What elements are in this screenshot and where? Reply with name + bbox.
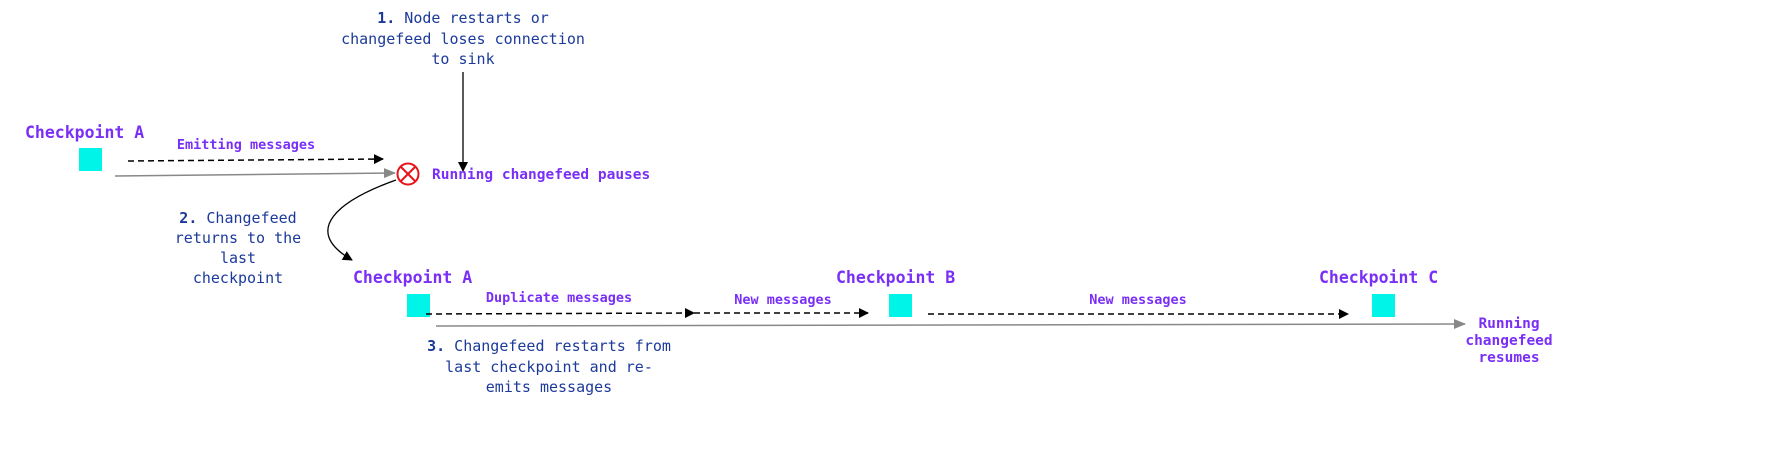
step1-line2: changefeed loses connection	[341, 30, 585, 48]
new-messages-label-1: New messages	[734, 292, 832, 308]
top-timeline	[114, 168, 396, 179]
duplicate-arrow	[425, 308, 695, 319]
checkpoint-b-label: Checkpoint B	[836, 268, 955, 287]
emitting-label: Emitting messages	[177, 137, 315, 153]
step2-line1: 2. Changefeed	[179, 209, 296, 227]
top-checkpoint-marker	[79, 148, 102, 171]
checkpoint-c-label: Checkpoint C	[1319, 268, 1438, 287]
step1-line1: 1. Node restarts or	[377, 9, 549, 27]
step2-line4: checkpoint	[193, 269, 283, 287]
emitting-arrow	[127, 154, 384, 165]
step1-line3: to sink	[431, 50, 494, 68]
top-checkpoint-label: Checkpoint A	[25, 123, 144, 142]
step2-line2: returns to the	[175, 229, 301, 247]
resume-line3: resumes	[1478, 350, 1539, 366]
checkpoint-b-marker	[889, 294, 912, 317]
step2-line3: last	[220, 249, 256, 267]
step3-line2: last checkpoint and re-	[445, 358, 653, 376]
step3-line3: emits messages	[486, 378, 612, 396]
pause-label: Running changefeed pauses	[432, 167, 650, 183]
circle-x-icon	[396, 162, 420, 186]
step3-line1: 3. Changefeed restarts from	[427, 337, 671, 355]
checkpoint-c-marker	[1372, 294, 1395, 317]
checkpoint-a-marker	[407, 294, 430, 317]
bottom-timeline	[435, 319, 1466, 330]
resume-line2: changefeed	[1465, 333, 1552, 349]
bottom-checkpoint-a-label: Checkpoint A	[353, 268, 472, 287]
resume-line1: Running	[1478, 316, 1539, 332]
duplicate-label: Duplicate messages	[486, 290, 632, 306]
new-messages-label-2: New messages	[1089, 292, 1187, 308]
return-arrow	[327, 179, 397, 261]
